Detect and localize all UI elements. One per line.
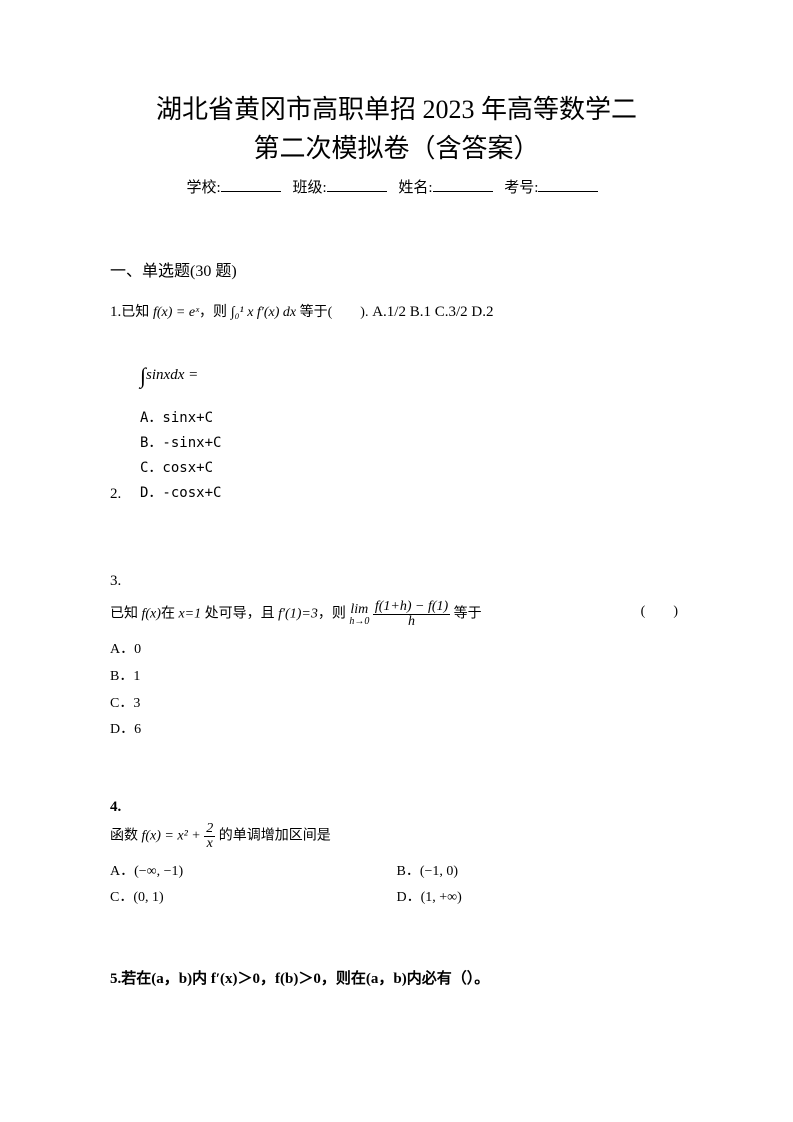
q4-opt-a: A．(−∞, −1) — [110, 859, 397, 886]
q3-frac-num: f(1+h) − f(1) — [373, 600, 450, 615]
section-header: 一、单选题(30 题) — [110, 257, 683, 281]
title-line-2: 第二次模拟卷（含答案） — [253, 134, 539, 163]
q1-prefix: 已知 — [121, 305, 149, 320]
q1-fx: f(x) = eˣ — [153, 305, 199, 320]
q2-opt-b: B．-sinx+C — [140, 431, 683, 456]
q4-frac-den: x — [204, 837, 215, 851]
q2-opt-a: A．sinx+C — [140, 406, 683, 431]
name-label: 姓名: — [398, 180, 432, 196]
q1-integral: ∫₀¹ x f′(x) dx — [231, 305, 296, 320]
q3-opt-a: A．0 — [110, 637, 683, 664]
q2-opt-c: C．cosx+C — [140, 456, 683, 481]
q3-paren: ( ) — [641, 600, 678, 620]
q1-mid: ，则 — [199, 305, 227, 320]
q3-opt-c: C．3 — [110, 691, 683, 718]
q2-integral: ∫∫sinxdx =sinxdx = — [140, 356, 683, 396]
q4-opt-b: B．(−1, 0) — [397, 859, 684, 886]
question-3: 3. 已知 f(x)在 x=1 处可导，且 f′(1)=3，则 lim h→0 … — [110, 573, 683, 743]
question-2-block: ∫∫sinxdx =sinxdx = A．sinx+C B．-sinx+C C．… — [140, 356, 683, 506]
info-row: 学校: 班级: 姓名: 考号: — [110, 176, 683, 197]
q1-options: A.1/2 B.1 C.3/2 D.2 — [372, 304, 493, 320]
q4-opt-d: D．(1, +∞) — [397, 885, 684, 912]
title-line-1: 湖北省黄冈市高职单招 2023 年高等数学二 — [156, 95, 637, 124]
q4-opt-c: C．(0, 1) — [110, 885, 397, 912]
question-4: 4. 函数 f(x) = x² + 2 x 的单调增加区间是 A．(−∞, −1… — [110, 799, 683, 912]
q4-options: A．(−∞, −1) B．(−1, 0) C．(0, 1) D．(1, +∞) — [110, 859, 683, 912]
class-blank[interactable] — [327, 191, 387, 192]
q3-opt-b: B．1 — [110, 664, 683, 691]
school-blank[interactable] — [221, 191, 281, 192]
class-label: 班级: — [292, 180, 326, 196]
q3-opt-d: D．6 — [110, 717, 683, 744]
question-5: 5.若在(a，b)内 f′(x)＞0，f(b)＞0，则在(a，b)内必有（）。 — [110, 967, 683, 988]
school-label: 学校: — [187, 180, 221, 196]
q3-frac-den: h — [373, 615, 450, 629]
name-blank[interactable] — [433, 191, 493, 192]
q4-text: 函数 f(x) = x² + 2 x 的单调增加区间是 — [110, 822, 683, 851]
q3-text: 已知 f(x)在 x=1 处可导，且 f′(1)=3，则 lim h→0 f(1… — [110, 600, 683, 629]
q4-num: 4. — [110, 799, 683, 816]
q4-frac-num: 2 — [204, 822, 215, 837]
q1-num: 1. — [110, 304, 121, 320]
q1-suffix: 等于( ). — [296, 305, 368, 320]
question-1: 1.已知 f(x) = eˣ，则 ∫₀¹ x f′(x) dx 等于( ). A… — [110, 301, 683, 321]
exam-blank[interactable] — [538, 191, 598, 192]
q3-options: A．0 B．1 C．3 D．6 — [110, 637, 683, 743]
exam-label: 考号: — [504, 180, 538, 196]
q3-num: 3. — [110, 573, 683, 590]
